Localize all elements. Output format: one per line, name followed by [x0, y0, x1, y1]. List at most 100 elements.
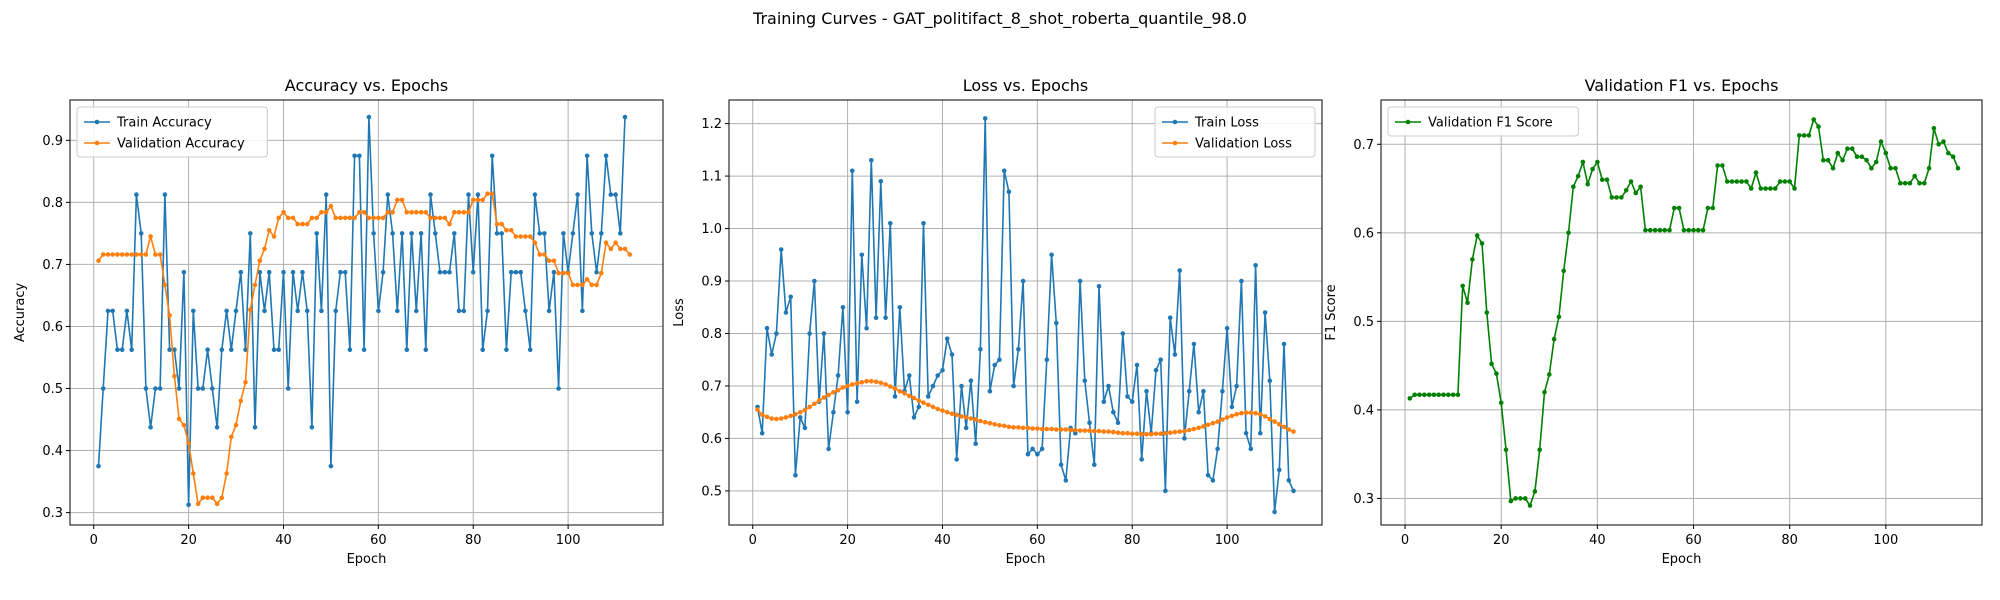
data-point [1148, 431, 1154, 437]
data-point [1258, 412, 1263, 417]
data-point [911, 395, 917, 401]
data-point [96, 258, 101, 264]
y-tick-label: 0.3 [1353, 492, 1374, 507]
data-point [783, 415, 789, 420]
data-point [1220, 417, 1225, 422]
data-point [1667, 227, 1672, 233]
data-point [333, 308, 339, 314]
data-point [594, 282, 599, 288]
data-point [921, 400, 926, 406]
data-point [1729, 179, 1735, 184]
data-point [1724, 179, 1730, 184]
data-point [248, 231, 253, 236]
chart-title: Accuracy vs. Epochs [285, 76, 448, 95]
y-tick-label: 0.5 [1353, 315, 1374, 330]
data-point [1599, 177, 1605, 182]
x-tick-label: 80 [465, 533, 482, 548]
y-tick-label: 0.6 [701, 432, 722, 447]
data-point [167, 347, 172, 353]
data-point [1758, 186, 1764, 191]
data-point [1840, 157, 1845, 163]
data-point [527, 234, 533, 239]
data-point [153, 386, 158, 391]
plot-frame [728, 99, 1323, 526]
data-point [527, 347, 533, 353]
data-point [1106, 383, 1111, 389]
y-tick-label: 0.8 [42, 196, 63, 211]
data-point [1647, 227, 1653, 233]
data-point [295, 308, 301, 314]
data-point [1715, 163, 1720, 168]
data-point [1580, 159, 1586, 165]
data-point [523, 234, 528, 239]
data-point [470, 269, 476, 275]
data-point [1111, 429, 1116, 435]
data-point [968, 416, 974, 421]
data-point [1158, 357, 1163, 363]
data-point [1773, 186, 1778, 191]
data-point [1484, 310, 1490, 315]
data-point [1277, 422, 1282, 427]
data-point [1182, 436, 1187, 441]
data-point [1092, 428, 1097, 434]
data-point [1590, 166, 1595, 172]
data-point [176, 386, 182, 391]
data-point [480, 347, 486, 353]
data-point [499, 231, 505, 236]
data-point [1955, 165, 1961, 171]
data-point [176, 416, 182, 422]
y-axis-label: F1 Score [1324, 284, 1339, 340]
data-point [1494, 371, 1499, 376]
data-point [580, 308, 585, 314]
data-point [138, 252, 144, 257]
data-point [1258, 430, 1263, 436]
data-point [214, 425, 220, 430]
data-point [276, 215, 282, 221]
data-point [395, 308, 400, 314]
data-point [1177, 429, 1182, 434]
y-tick-label: 1.0 [701, 222, 722, 237]
data-point [565, 270, 571, 276]
data-point [1134, 362, 1140, 368]
data-point [1205, 472, 1211, 478]
series-line-1 [756, 118, 1295, 512]
data-point [1272, 419, 1277, 424]
data-point [414, 210, 419, 215]
data-point [1253, 410, 1258, 416]
data-point [1566, 230, 1571, 236]
data-point [1201, 424, 1206, 429]
data-point [755, 407, 760, 412]
data-point [1864, 157, 1869, 163]
data-point [797, 409, 803, 415]
data-point [1239, 278, 1244, 284]
data-point [930, 404, 936, 410]
data-point [1898, 180, 1903, 186]
data-point [1125, 430, 1130, 436]
data-point [873, 315, 879, 321]
data-point [1604, 177, 1610, 182]
data-point [428, 192, 433, 197]
data-point [850, 168, 855, 174]
data-point [466, 210, 471, 215]
data-point [1455, 392, 1461, 398]
data-point [1087, 428, 1092, 433]
data-point [523, 308, 528, 314]
data-point [1787, 179, 1792, 184]
data-point [262, 308, 267, 314]
data-point [1120, 430, 1126, 436]
data-point [210, 386, 215, 391]
data-point [973, 417, 978, 422]
legend-label: Train Loss [1194, 116, 1259, 131]
data-point [470, 197, 476, 203]
data-point [1281, 341, 1287, 347]
data-point [319, 308, 324, 314]
data-point [1063, 478, 1069, 483]
data-point [793, 472, 798, 478]
data-point [537, 252, 542, 257]
data-point [219, 495, 225, 501]
data-point [115, 347, 120, 353]
data-point [978, 418, 983, 424]
data-point [797, 415, 803, 420]
data-point [584, 153, 590, 159]
data-point [361, 210, 367, 215]
